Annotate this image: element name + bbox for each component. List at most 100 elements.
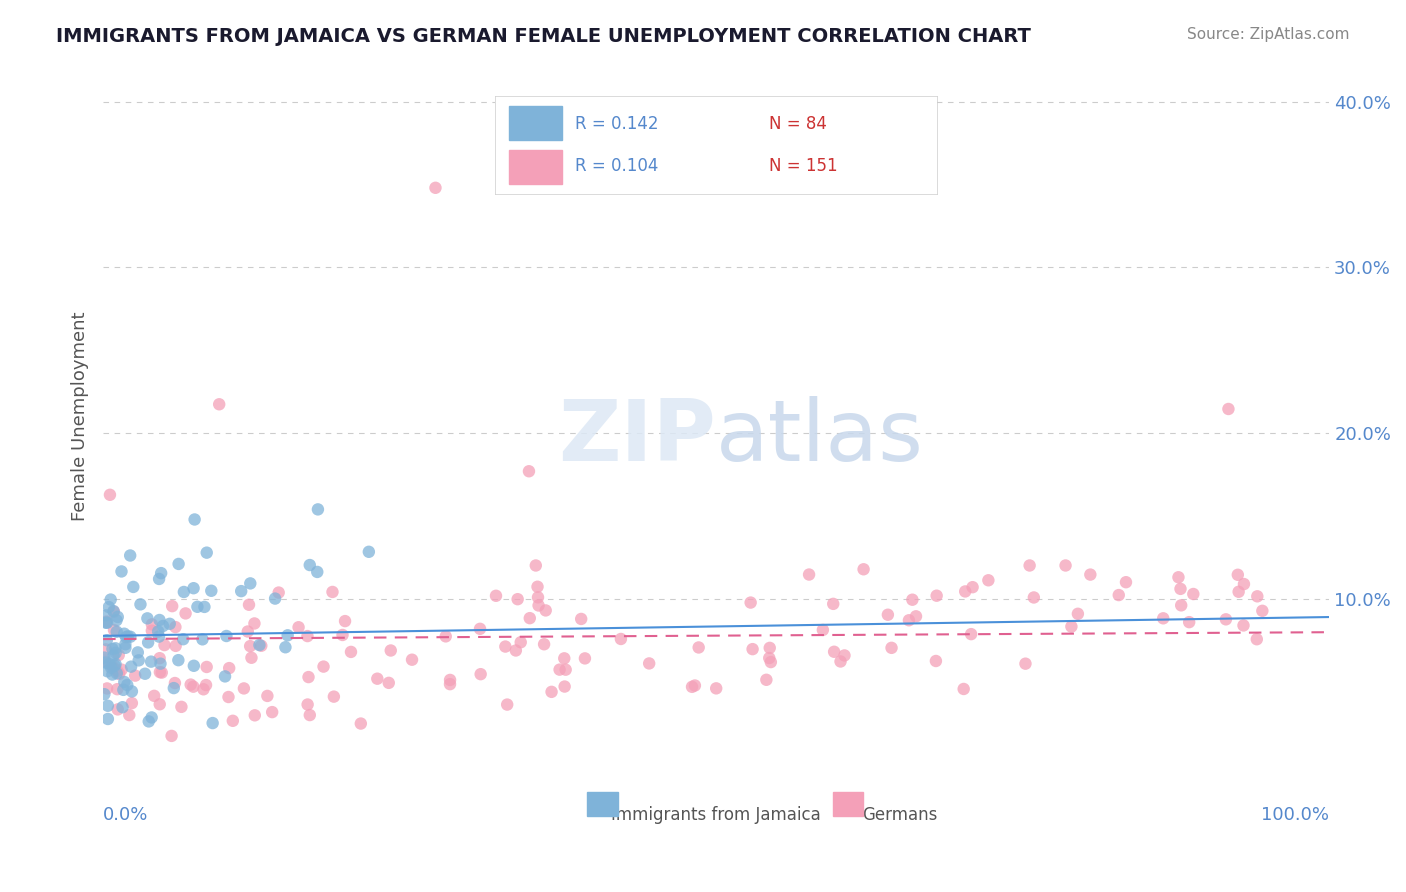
Point xyxy=(425,181,447,195)
Point xyxy=(201,716,224,731)
Point xyxy=(527,591,550,605)
Point xyxy=(141,617,163,632)
Point xyxy=(1152,611,1174,625)
Point xyxy=(103,623,125,637)
Point xyxy=(167,653,190,667)
Point xyxy=(180,677,202,691)
Point xyxy=(114,640,136,655)
Point xyxy=(468,622,491,636)
Point xyxy=(114,637,136,651)
Point xyxy=(149,665,172,680)
Point xyxy=(298,558,321,572)
Point xyxy=(307,502,329,516)
Point xyxy=(274,640,297,655)
Point xyxy=(823,645,845,659)
Point xyxy=(524,558,547,573)
Point xyxy=(1251,604,1274,618)
Point xyxy=(683,679,706,693)
Point xyxy=(960,627,983,641)
Point xyxy=(758,651,780,665)
Point xyxy=(101,641,124,656)
Point xyxy=(141,624,163,638)
Point xyxy=(1233,577,1256,591)
Text: 100.0%: 100.0% xyxy=(1261,806,1329,824)
Point xyxy=(193,682,215,697)
Point xyxy=(243,708,266,723)
Point xyxy=(105,613,128,627)
Point xyxy=(905,609,928,624)
Point xyxy=(232,681,254,696)
Point xyxy=(554,663,576,677)
Point xyxy=(1054,558,1077,573)
Point xyxy=(105,666,128,681)
Point xyxy=(183,581,205,595)
Point xyxy=(962,580,984,594)
Point xyxy=(741,642,763,657)
Point xyxy=(121,684,143,698)
Point xyxy=(496,698,519,712)
Point xyxy=(112,682,135,697)
Point xyxy=(105,624,128,639)
Point xyxy=(105,664,128,678)
Point xyxy=(149,657,172,671)
Point xyxy=(553,651,575,665)
Point xyxy=(688,640,710,655)
Point xyxy=(340,645,363,659)
Point xyxy=(380,643,402,657)
Point xyxy=(485,589,508,603)
Text: Source: ZipAtlas.com: Source: ZipAtlas.com xyxy=(1187,27,1350,42)
Point xyxy=(115,630,138,644)
Point xyxy=(1067,607,1090,621)
Text: Germans: Germans xyxy=(862,806,938,824)
Point xyxy=(93,687,115,701)
Point xyxy=(533,637,555,651)
Point xyxy=(1246,590,1268,604)
Point xyxy=(548,663,571,677)
Point xyxy=(104,646,127,660)
Point xyxy=(191,632,214,647)
Point xyxy=(120,630,142,644)
Point xyxy=(264,591,287,606)
Point xyxy=(128,653,150,667)
Point xyxy=(239,639,262,653)
Point xyxy=(136,635,159,649)
Point xyxy=(112,675,135,690)
Point xyxy=(163,681,186,695)
Point xyxy=(256,689,278,703)
Point xyxy=(834,648,856,663)
Point xyxy=(876,607,898,622)
Point xyxy=(96,681,118,696)
Point xyxy=(357,545,380,559)
Point xyxy=(236,624,259,639)
Point xyxy=(1246,632,1268,647)
Point xyxy=(186,599,208,614)
Point xyxy=(134,666,156,681)
Point xyxy=(136,611,159,625)
Point xyxy=(758,640,780,655)
Point xyxy=(103,605,125,619)
Point xyxy=(215,629,238,643)
Point xyxy=(97,712,120,726)
Point xyxy=(243,616,266,631)
Point xyxy=(100,592,122,607)
Point xyxy=(172,632,194,647)
Point xyxy=(1215,612,1237,626)
Point xyxy=(811,623,834,637)
Point xyxy=(160,599,183,614)
Point xyxy=(100,661,122,675)
Point xyxy=(148,572,170,586)
Point xyxy=(149,651,172,665)
Point xyxy=(146,624,169,639)
Point xyxy=(96,633,118,648)
Point xyxy=(143,689,166,703)
Point xyxy=(129,598,152,612)
Point xyxy=(1167,570,1189,584)
Point xyxy=(200,583,222,598)
Point xyxy=(218,690,240,704)
Point xyxy=(96,665,118,679)
Point xyxy=(148,630,170,644)
Point xyxy=(540,685,562,699)
Point xyxy=(526,580,548,594)
Point xyxy=(249,638,271,652)
Point xyxy=(159,616,181,631)
